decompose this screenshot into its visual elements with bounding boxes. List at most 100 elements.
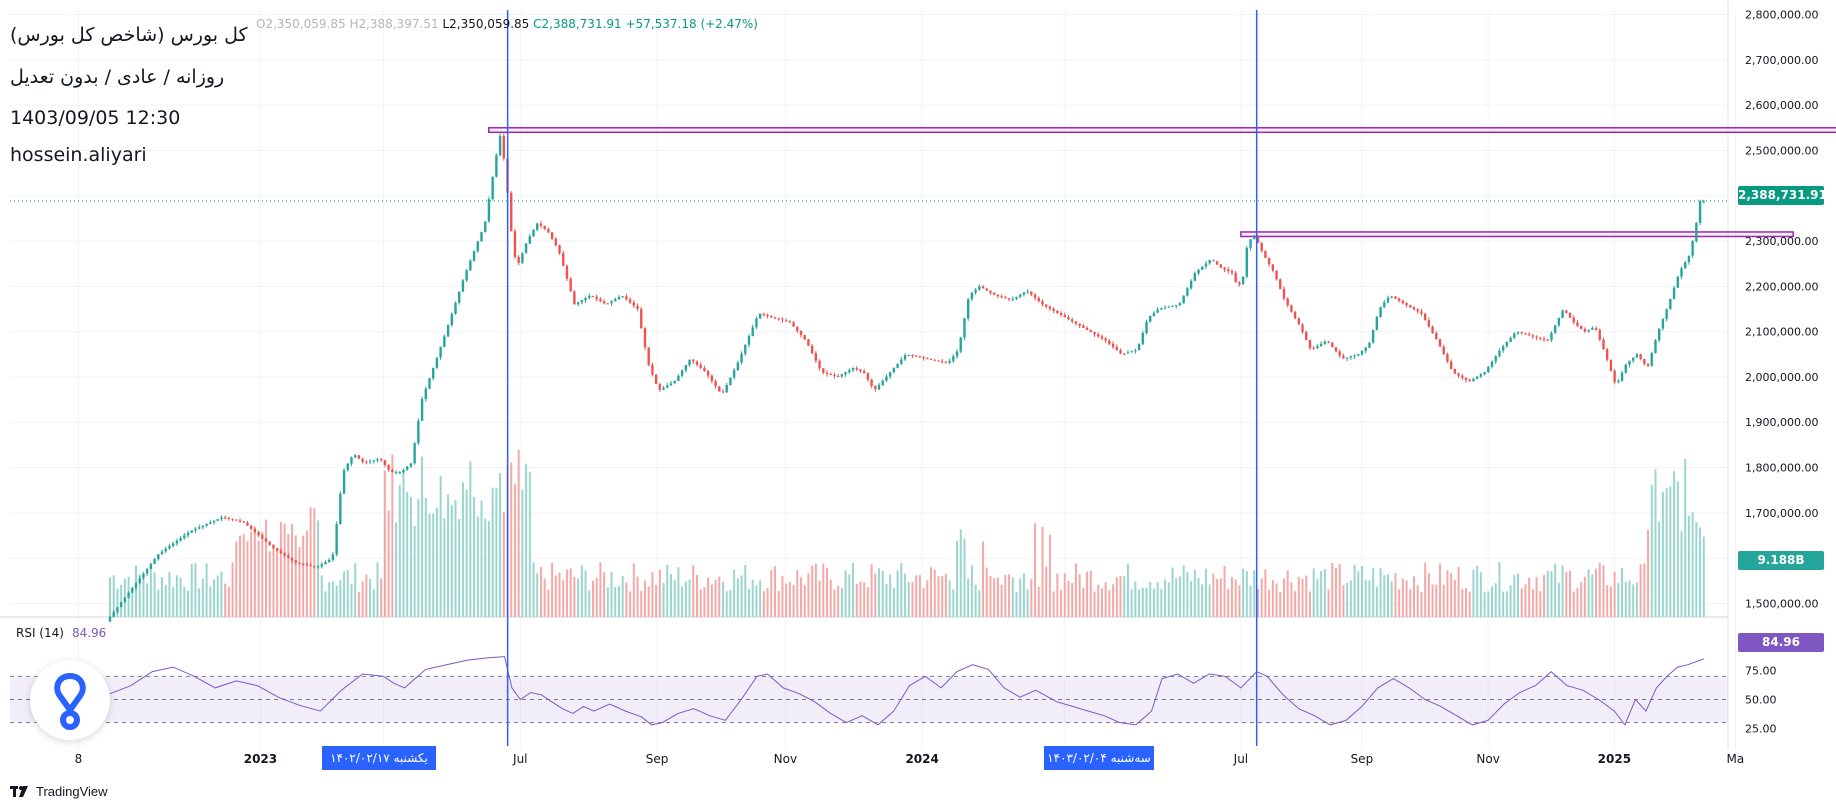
candle-body [1305, 332, 1307, 340]
candle-body [547, 229, 549, 232]
volume-bar [1677, 482, 1679, 617]
chart-datetime: 1403/09/05 12:30 [10, 107, 180, 129]
volume-bar [362, 581, 364, 617]
volume-bar [191, 564, 193, 617]
volume-bar [347, 570, 349, 617]
candle-body [254, 529, 256, 532]
candle-body [1156, 310, 1158, 313]
candle-body [1090, 330, 1092, 332]
volume-bar [692, 565, 694, 617]
volume-bar [302, 536, 304, 617]
candle-body [269, 542, 271, 545]
candle-body [1212, 260, 1214, 261]
volume-bar [733, 570, 735, 617]
volume-bar [666, 565, 668, 617]
rsi-tag: 84.96 [1738, 633, 1824, 652]
event-lines[interactable] [508, 10, 1257, 746]
volume-bar [1625, 582, 1627, 617]
candle-body [647, 347, 649, 365]
volume-bar [611, 572, 613, 617]
volume-bar [952, 589, 954, 617]
volume-bar [313, 508, 315, 617]
candle-body [740, 354, 742, 363]
volume-bar [1576, 588, 1578, 617]
volume-bar [209, 586, 211, 617]
candle-body [937, 361, 939, 362]
candle-body [581, 300, 583, 302]
volume-bar [1097, 585, 1099, 617]
volume-bar [272, 546, 274, 617]
volume-bar [1082, 588, 1084, 617]
candle-body [1335, 347, 1337, 351]
candle-body [484, 222, 486, 232]
candle-body [1320, 344, 1322, 346]
author: hossein.aliyari [10, 144, 147, 166]
rsi-axis-label: 25.00 [1745, 722, 1777, 735]
candle-body [1636, 354, 1638, 357]
volume-bar [165, 585, 167, 617]
candle-body [1067, 317, 1069, 319]
volume-bar [1524, 584, 1526, 617]
candle-body [350, 457, 352, 463]
volume-bar [1487, 591, 1489, 617]
author-logo [30, 660, 110, 740]
volume-bar [1112, 584, 1114, 617]
candle-body [1647, 364, 1649, 366]
candle-body [536, 224, 538, 230]
volume-bar [1703, 537, 1705, 617]
candle-body [1654, 340, 1656, 353]
candle-body [856, 368, 858, 369]
volume-bar [1443, 585, 1445, 617]
candle-body [1561, 310, 1563, 317]
volume-bar [859, 581, 861, 617]
candle-body [1476, 377, 1478, 379]
candle-body [863, 371, 865, 373]
volume-bar [934, 570, 936, 617]
candle-body [347, 464, 349, 470]
volume-bar [343, 571, 345, 617]
candle-body [1324, 342, 1326, 344]
candle-body [1197, 270, 1199, 274]
candle-body [1617, 381, 1619, 382]
candle-body [978, 286, 980, 289]
volume-tag: 9.188B [1738, 551, 1824, 570]
trading-chart[interactable]: 2,800,000.002,700,000.002,600,000.002,50… [0, 0, 1836, 809]
volume-bar [618, 586, 620, 617]
candle-body [402, 470, 404, 472]
tradingview-footer[interactable]: TradingView [10, 784, 108, 799]
candle-body [358, 455, 360, 458]
candle-body [410, 463, 412, 466]
price-axis-label: 2,600,000.00 [1745, 99, 1818, 112]
volume-bar [893, 588, 895, 617]
candle-body [830, 374, 832, 375]
volume-bar [150, 569, 152, 617]
candle-body [1409, 305, 1411, 307]
volume-bar [369, 579, 371, 617]
volume-bar [198, 588, 200, 617]
candle-body [1417, 309, 1419, 311]
volume-bar [1643, 564, 1645, 617]
volume-bar [176, 575, 178, 617]
candle-body [213, 521, 215, 523]
candle-body [369, 461, 371, 462]
candle-body [1487, 367, 1489, 372]
volume-bar [1506, 591, 1508, 617]
volume-bar [436, 508, 438, 617]
volume-bar [789, 582, 791, 617]
volume-bar [154, 572, 156, 617]
resistance-zones[interactable] [489, 128, 1836, 237]
candle-body [165, 549, 167, 552]
candle-body [525, 244, 527, 254]
time-axis-label: Ma [1726, 752, 1744, 766]
candle-body [1298, 318, 1300, 324]
candle-body [1127, 352, 1129, 353]
volume-bar [1406, 581, 1408, 617]
candle-body [439, 347, 441, 357]
volume-bar [421, 456, 423, 617]
candle-body [150, 564, 152, 569]
volume-bar [711, 584, 713, 617]
candle-body [1535, 336, 1537, 337]
volume-bar [135, 566, 137, 617]
volume-bar [919, 575, 921, 617]
volume-bar [663, 583, 665, 617]
